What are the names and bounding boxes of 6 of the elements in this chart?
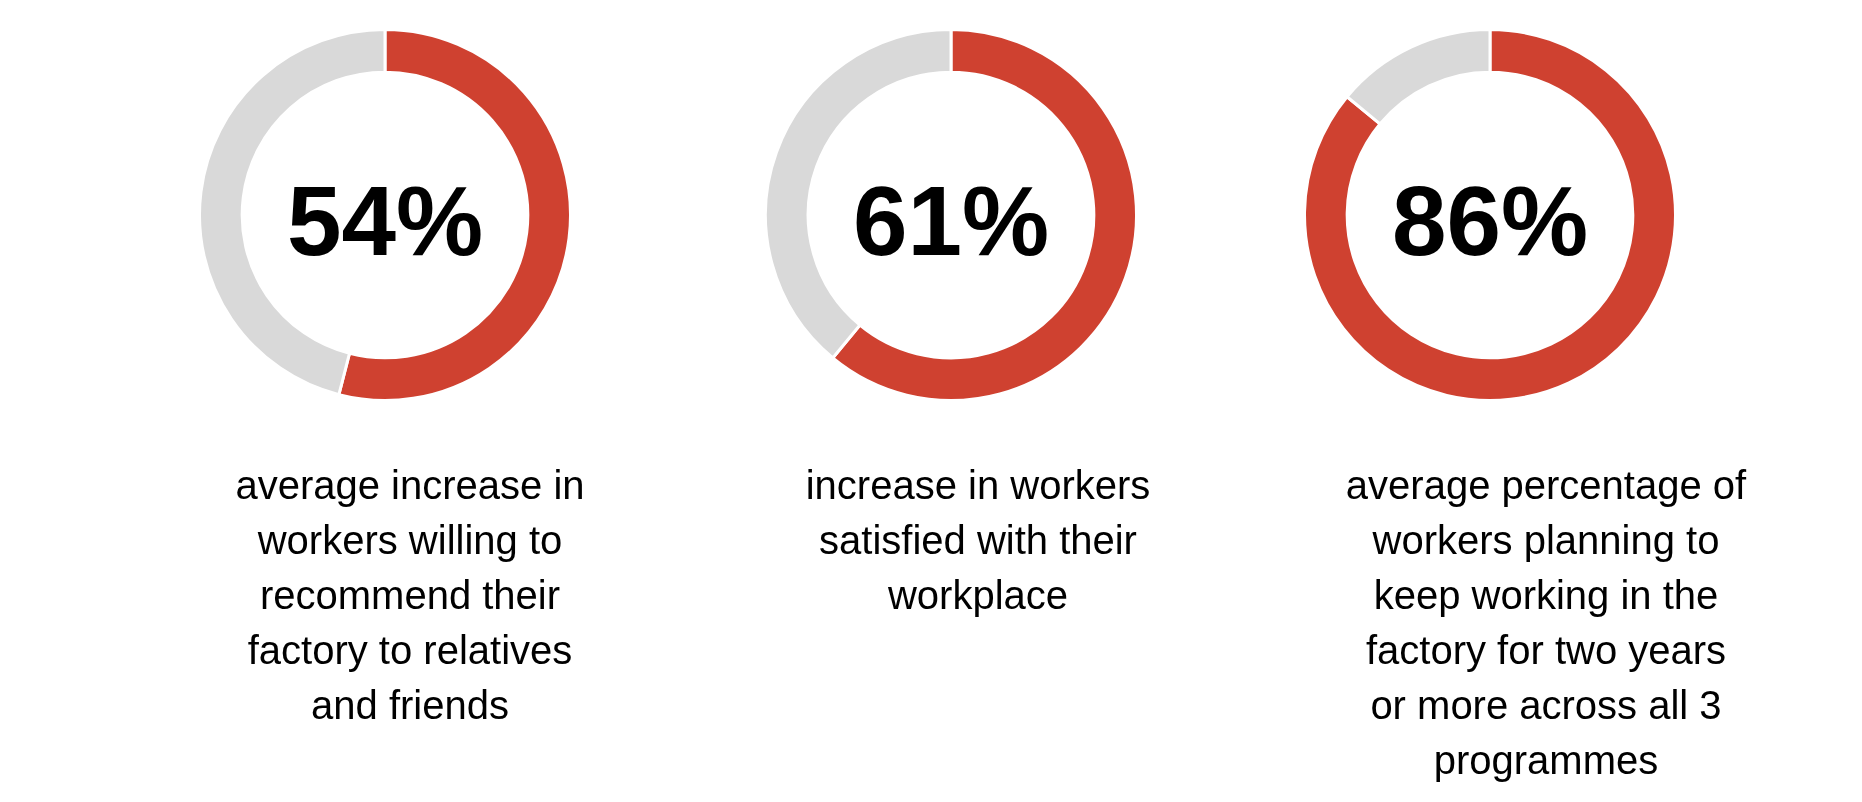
text: average increase in workers willing to recommend their factory to relatives and friends <box>234 462 586 729</box>
data-label: 54% <box>286 166 484 277</box>
text: increase in workers satisfied with their workplace <box>804 462 1152 619</box>
data-label: 86% <box>1391 166 1589 277</box>
text: average percentage of workers planning to keep working in the factory for two years or more across all 3 programmes <box>1344 462 1748 784</box>
data-label: 61% <box>852 166 1050 277</box>
